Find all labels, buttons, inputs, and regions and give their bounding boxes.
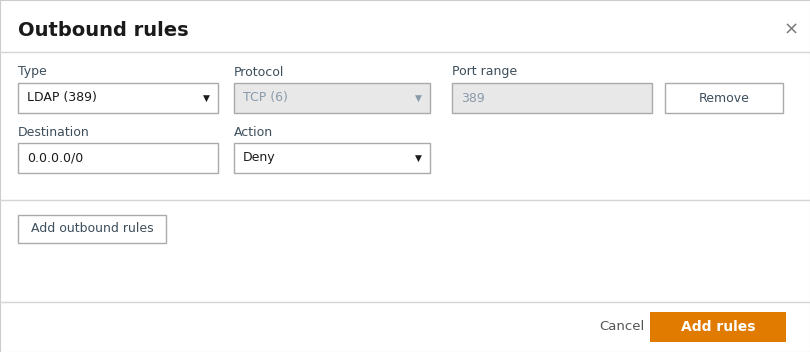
Text: ×: × [783, 21, 799, 39]
Text: ▼: ▼ [415, 153, 421, 163]
Text: Cancel: Cancel [599, 321, 645, 333]
Text: 0.0.0.0/0: 0.0.0.0/0 [27, 151, 83, 164]
Text: Add rules: Add rules [680, 320, 755, 334]
Text: ▼: ▼ [415, 94, 421, 102]
Text: Outbound rules: Outbound rules [18, 20, 189, 39]
Text: Type: Type [18, 65, 47, 78]
Text: TCP (6): TCP (6) [243, 92, 288, 105]
Text: Action: Action [234, 126, 273, 138]
Text: ▼: ▼ [202, 94, 210, 102]
FancyBboxPatch shape [452, 83, 652, 113]
FancyBboxPatch shape [18, 143, 218, 173]
FancyBboxPatch shape [234, 143, 430, 173]
Text: Port range: Port range [452, 65, 517, 78]
Text: LDAP (389): LDAP (389) [27, 92, 97, 105]
Text: Protocol: Protocol [234, 65, 284, 78]
Text: 389: 389 [461, 92, 484, 105]
Text: Remove: Remove [698, 92, 749, 105]
FancyBboxPatch shape [234, 83, 430, 113]
FancyBboxPatch shape [18, 215, 166, 243]
FancyBboxPatch shape [650, 312, 786, 342]
Text: Destination: Destination [18, 126, 90, 138]
FancyBboxPatch shape [18, 83, 218, 113]
Text: Deny: Deny [243, 151, 275, 164]
Text: Add outbound rules: Add outbound rules [31, 222, 153, 235]
FancyBboxPatch shape [665, 83, 783, 113]
